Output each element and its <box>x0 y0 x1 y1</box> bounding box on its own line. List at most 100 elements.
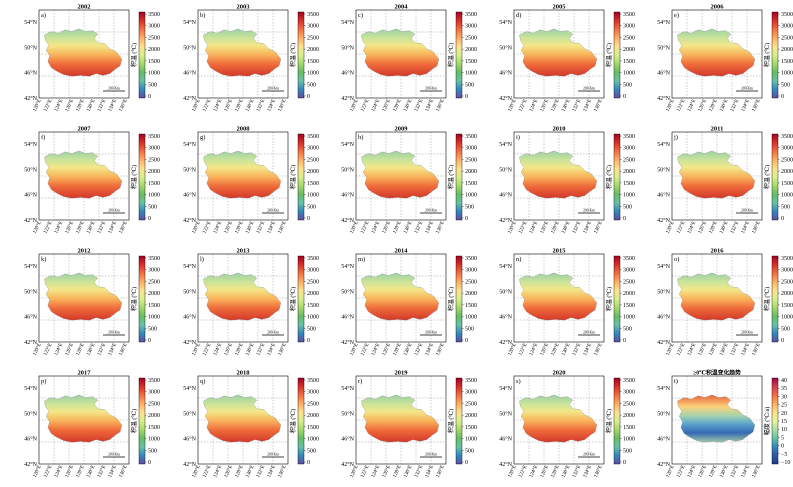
latitude-tick-label: 54°N <box>183 141 196 148</box>
longitude-tick-label: 130°E <box>560 220 572 235</box>
colorbar <box>455 11 463 99</box>
colorbar <box>771 255 779 343</box>
longitude-tick-label: 128°E <box>233 98 245 113</box>
colorbar-tick-label: 2500 <box>465 401 477 407</box>
colorbar-tick-label: 1000 <box>148 193 160 199</box>
scale-bar-label: 200 Km <box>741 209 753 213</box>
colorbar <box>771 11 779 99</box>
longitude-tick-label: 132°E <box>95 342 107 357</box>
longitude-tick-label: 132°E <box>254 464 266 479</box>
latitude-tick-label: 46°N <box>341 192 354 199</box>
colorbar-tick-label: 3500 <box>307 256 319 262</box>
panel-letter: j) <box>673 134 678 141</box>
colorbar <box>297 255 305 343</box>
panel-title: 2005 <box>553 4 567 11</box>
colorbar-title: 积温 (℃) <box>605 287 613 311</box>
colorbar-title: 积温 (℃) <box>289 165 297 189</box>
longitude-tick-label: 122°E <box>675 98 687 113</box>
colorbar-tick-label: 500 <box>623 448 632 454</box>
colorbar-tick-label: 1000 <box>781 315 793 321</box>
longitude-tick-label: 128°E <box>391 220 403 235</box>
longitude-tick-label: 134°E <box>265 220 277 235</box>
longitude-tick-label: 120°E <box>31 220 43 235</box>
colorbar <box>613 11 621 99</box>
longitude-tick-label: 126°E <box>696 342 708 357</box>
colorbar-tick-label: 3000 <box>307 390 319 396</box>
latitude-tick-label: 50°N <box>341 166 354 173</box>
longitude-tick-label: 130°E <box>560 464 572 479</box>
colorbar-tick-label: 15 <box>781 419 787 425</box>
longitude-tick-label: 136°E <box>592 464 604 479</box>
longitude-tick-label: 128°E <box>549 464 561 479</box>
colorbar-tick-label: 0 <box>148 216 151 222</box>
longitude-tick-label: 126°E <box>380 342 392 357</box>
colorbar-tick-label: 500 <box>148 448 157 454</box>
colorbar-tick-label: 2000 <box>307 47 319 53</box>
colorbar-tick-label: 1500 <box>465 425 477 431</box>
latitude-tick-label: 50°N <box>341 288 354 295</box>
longitude-tick-label: 122°E <box>517 464 529 479</box>
colorbar-tick-label: 3500 <box>148 378 160 384</box>
longitude-tick-label: 130°E <box>244 342 256 357</box>
latitude-tick-label: 46°N <box>657 192 670 199</box>
colorbar-tick-label: 0 <box>623 460 626 466</box>
latitude-tick-label: 50°N <box>499 410 512 417</box>
longitude-tick-label: 130°E <box>718 464 730 479</box>
colorbar <box>613 133 621 221</box>
scale-bar-label: 200 Km <box>425 209 437 213</box>
colorbar-tick-label: 2000 <box>307 413 319 419</box>
longitude-tick-label: 126°E <box>63 220 75 235</box>
longitude-tick-label: 130°E <box>402 342 414 357</box>
colorbar-tick-label: 1000 <box>465 193 477 199</box>
longitude-tick-label: 120°E <box>190 464 202 479</box>
latitude-tick-label: 54°N <box>183 19 196 26</box>
colorbar-tick-label: 500 <box>781 204 790 210</box>
longitude-tick-label: 130°E <box>560 98 572 113</box>
colorbar <box>138 133 146 221</box>
latitude-tick-label: 42°N <box>183 217 196 224</box>
colorbar-tick-label: 0 <box>465 216 468 222</box>
colorbar-tick-label: 3500 <box>781 256 793 262</box>
longitude-tick-label: 136°E <box>592 220 604 235</box>
colorbar-tick-label: 0 <box>623 94 626 100</box>
colorbar-tick-label: 1000 <box>623 437 635 443</box>
longitude-tick-label: 136°E <box>592 98 604 113</box>
longitude-tick-label: 132°E <box>254 98 266 113</box>
longitude-tick-label: 136°E <box>750 220 762 235</box>
colorbar-tick-label: 1500 <box>623 59 635 65</box>
colorbar-tick-label: 3000 <box>148 24 160 30</box>
panel-title: 2003 <box>237 4 251 11</box>
longitude-tick-label: 134°E <box>739 98 751 113</box>
panel-title: 2014 <box>395 248 409 255</box>
colorbar <box>455 133 463 221</box>
colorbar-tick-label: 2500 <box>307 35 319 41</box>
latitude-tick-label: 46°N <box>341 70 354 77</box>
longitude-tick-label: 132°E <box>570 220 582 235</box>
longitude-tick-label: 124°E <box>527 342 539 357</box>
latitude-tick-label: 54°N <box>183 385 196 392</box>
longitude-tick-label: 122°E <box>359 98 371 113</box>
longitude-tick-label: 122°E <box>675 220 687 235</box>
longitude-tick-label: 124°E <box>369 98 381 113</box>
colorbar <box>297 11 305 99</box>
longitude-tick-label: 134°E <box>739 342 751 357</box>
longitude-tick-label: 128°E <box>74 464 86 479</box>
longitude-tick-label: 120°E <box>506 342 518 357</box>
longitude-tick-label: 130°E <box>244 464 256 479</box>
longitude-tick-label: 124°E <box>52 342 64 357</box>
latitude-tick-label: 46°N <box>24 192 37 199</box>
panel-title: 2010 <box>553 126 566 133</box>
colorbar-tick-label: 0 <box>307 94 310 100</box>
longitude-tick-label: 120°E <box>31 464 43 479</box>
longitude-tick-label: 132°E <box>254 220 266 235</box>
latitude-tick-label: 50°N <box>341 44 354 51</box>
scale-bar-label: 200 Km <box>108 209 120 213</box>
latitude-tick-label: 54°N <box>24 141 37 148</box>
colorbar-tick-label: 0 <box>307 216 310 222</box>
latitude-tick-label: 50°N <box>24 166 37 173</box>
